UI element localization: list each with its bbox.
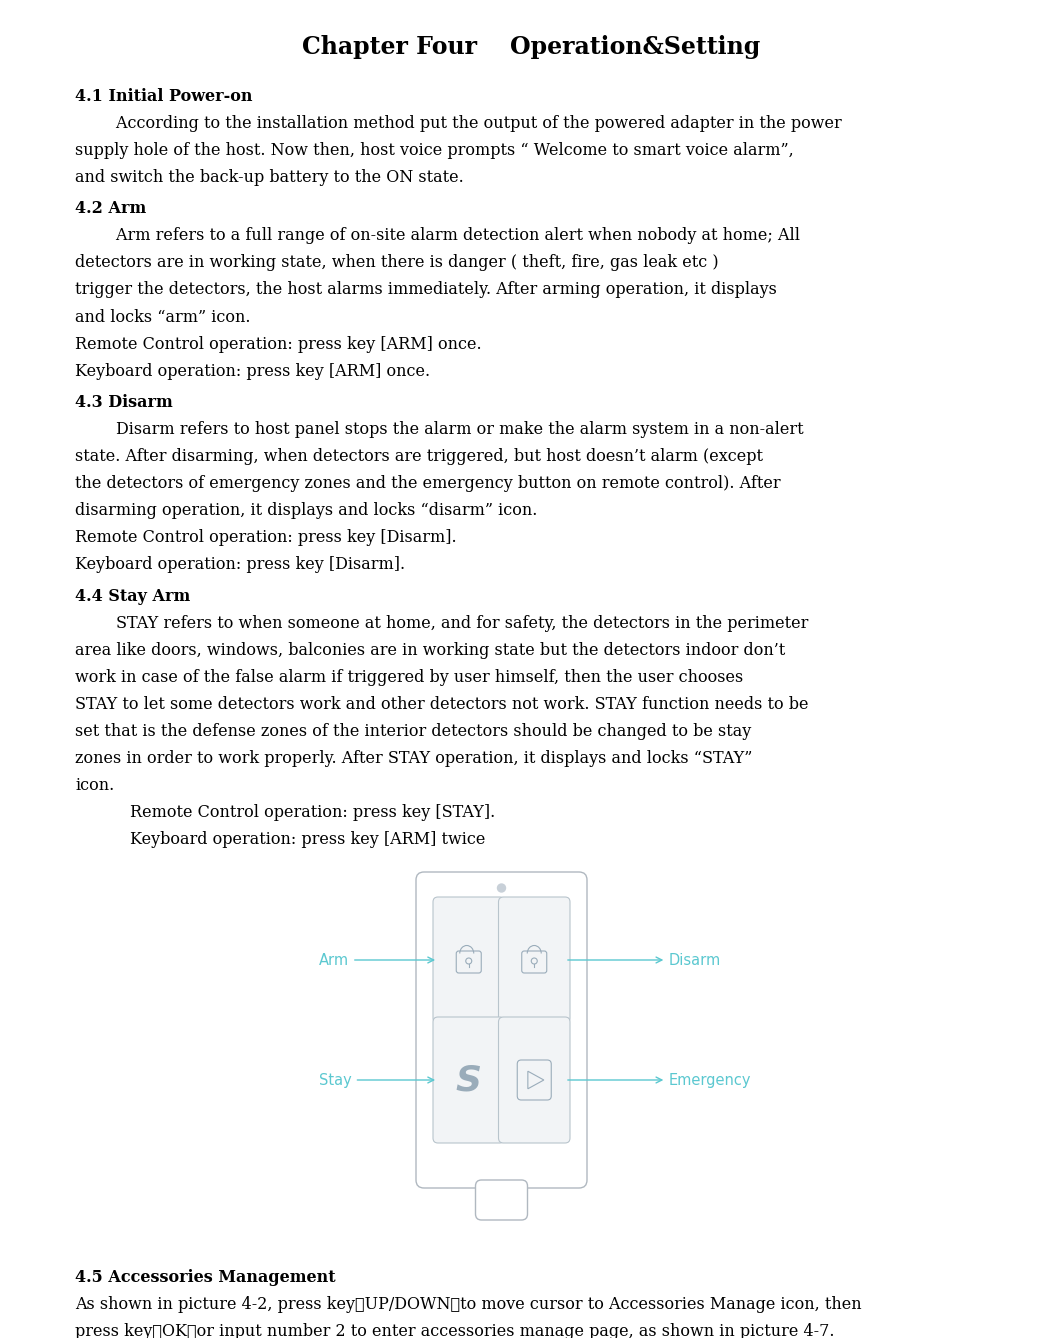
Text: state. After disarming, when detectors are triggered, but host doesn’t alarm (ex: state. After disarming, when detectors a… (75, 448, 763, 466)
Text: STAY refers to when someone at home, and for safety, the detectors in the perime: STAY refers to when someone at home, and… (75, 614, 808, 632)
Text: set that is the defense zones of the interior detectors should be changed to be : set that is the defense zones of the int… (75, 723, 752, 740)
Text: zones in order to work properly. After STAY operation, it displays and locks “ST: zones in order to work properly. After S… (75, 751, 753, 767)
Text: 4.5 Accessories Management: 4.5 Accessories Management (75, 1268, 336, 1286)
Text: Disarm refers to host panel stops the alarm or make the alarm system in a non-al: Disarm refers to host panel stops the al… (75, 421, 804, 438)
FancyBboxPatch shape (499, 896, 570, 1024)
Text: 4.4 Stay Arm: 4.4 Stay Arm (75, 587, 190, 605)
Text: Chapter Four    Operation&Setting: Chapter Four Operation&Setting (302, 35, 761, 59)
FancyBboxPatch shape (499, 1017, 570, 1143)
Text: press key【OK】or input number 2 to enter accessories manage page, as shown in pic: press key【OK】or input number 2 to enter … (75, 1323, 834, 1338)
Text: Stay: Stay (319, 1073, 434, 1088)
FancyBboxPatch shape (416, 872, 587, 1188)
Text: and locks “arm” icon.: and locks “arm” icon. (75, 309, 251, 325)
Text: Keyboard operation: press key [ARM] twice: Keyboard operation: press key [ARM] twic… (130, 831, 486, 848)
FancyBboxPatch shape (433, 1017, 505, 1143)
Text: Disarm: Disarm (568, 953, 722, 967)
Text: area like doors, windows, balconies are in working state but the detectors indoo: area like doors, windows, balconies are … (75, 642, 786, 658)
Text: disarming operation, it displays and locks “disarm” icon.: disarming operation, it displays and loc… (75, 502, 538, 519)
Text: 4.1 Initial Power-on: 4.1 Initial Power-on (75, 88, 253, 104)
Text: supply hole of the host. Now then, host voice prompts “ Welcome to smart voice a: supply hole of the host. Now then, host … (75, 142, 794, 159)
FancyBboxPatch shape (475, 1180, 527, 1220)
Text: Remote Control operation: press key [Disarm].: Remote Control operation: press key [Dis… (75, 530, 457, 546)
Text: detectors are in working state, when there is danger ( theft, fire, gas leak etc: detectors are in working state, when the… (75, 254, 719, 272)
Text: Keyboard operation: press key [Disarm].: Keyboard operation: press key [Disarm]. (75, 557, 405, 574)
Text: Keyboard operation: press key [ARM] once.: Keyboard operation: press key [ARM] once… (75, 363, 431, 380)
Text: and switch the back-up battery to the ON state.: and switch the back-up battery to the ON… (75, 169, 463, 186)
Text: the detectors of emergency zones and the emergency button on remote control). Af: the detectors of emergency zones and the… (75, 475, 780, 492)
Text: S: S (456, 1062, 482, 1097)
Text: 4.2 Arm: 4.2 Arm (75, 201, 147, 217)
Text: Remote Control operation: press key [ARM] once.: Remote Control operation: press key [ARM… (75, 336, 482, 353)
Text: As shown in picture 4-2, press key【UP/DOWN】to move cursor to Accessories Manage : As shown in picture 4-2, press key【UP/DO… (75, 1297, 862, 1313)
Text: Arm: Arm (319, 953, 434, 967)
Circle shape (497, 884, 506, 892)
Text: work in case of the false alarm if triggered by user himself, then the user choo: work in case of the false alarm if trigg… (75, 669, 743, 686)
Text: icon.: icon. (75, 777, 114, 793)
Text: Emergency: Emergency (568, 1073, 752, 1088)
Text: STAY to let some detectors work and other detectors not work. STAY function need: STAY to let some detectors work and othe… (75, 696, 809, 713)
Text: 4.3 Disarm: 4.3 Disarm (75, 393, 173, 411)
FancyBboxPatch shape (433, 896, 505, 1024)
Text: trigger the detectors, the host alarms immediately. After arming operation, it d: trigger the detectors, the host alarms i… (75, 281, 777, 298)
Text: Remote Control operation: press key [STAY].: Remote Control operation: press key [STA… (130, 804, 495, 822)
Text: According to the installation method put the output of the powered adapter in th: According to the installation method put… (75, 115, 842, 132)
Text: Arm refers to a full range of on-site alarm detection alert when nobody at home;: Arm refers to a full range of on-site al… (75, 227, 800, 245)
